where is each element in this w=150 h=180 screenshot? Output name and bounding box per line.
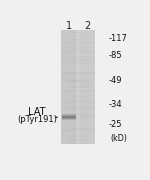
Bar [61, 90, 76, 92]
Bar [80, 72, 95, 74]
Text: -49: -49 [108, 76, 122, 85]
Bar [61, 107, 76, 108]
Bar [61, 30, 95, 144]
Bar [61, 51, 76, 53]
Bar [61, 30, 76, 144]
Text: -25: -25 [108, 120, 122, 129]
Bar [80, 82, 95, 83]
Bar [80, 30, 95, 144]
Bar [61, 72, 76, 74]
Bar [61, 114, 76, 120]
Text: (kD): (kD) [111, 134, 128, 143]
Bar [61, 82, 76, 83]
Bar [61, 115, 76, 119]
Bar [80, 51, 95, 53]
Text: -117: -117 [108, 34, 127, 43]
Text: -85: -85 [108, 51, 122, 60]
Text: 1: 1 [66, 21, 72, 31]
Bar [80, 90, 95, 92]
Bar [61, 42, 76, 43]
Text: LAT: LAT [28, 107, 45, 117]
Bar [61, 116, 76, 118]
Bar [80, 60, 95, 61]
Bar [61, 100, 76, 102]
Bar [80, 115, 94, 119]
Bar [80, 100, 95, 102]
Bar [80, 107, 95, 108]
Text: 2: 2 [84, 21, 90, 31]
Text: -34: -34 [108, 100, 122, 109]
Bar [61, 117, 76, 118]
Bar [61, 60, 76, 61]
Text: (pTyr191): (pTyr191) [17, 115, 57, 124]
Bar [80, 42, 95, 43]
